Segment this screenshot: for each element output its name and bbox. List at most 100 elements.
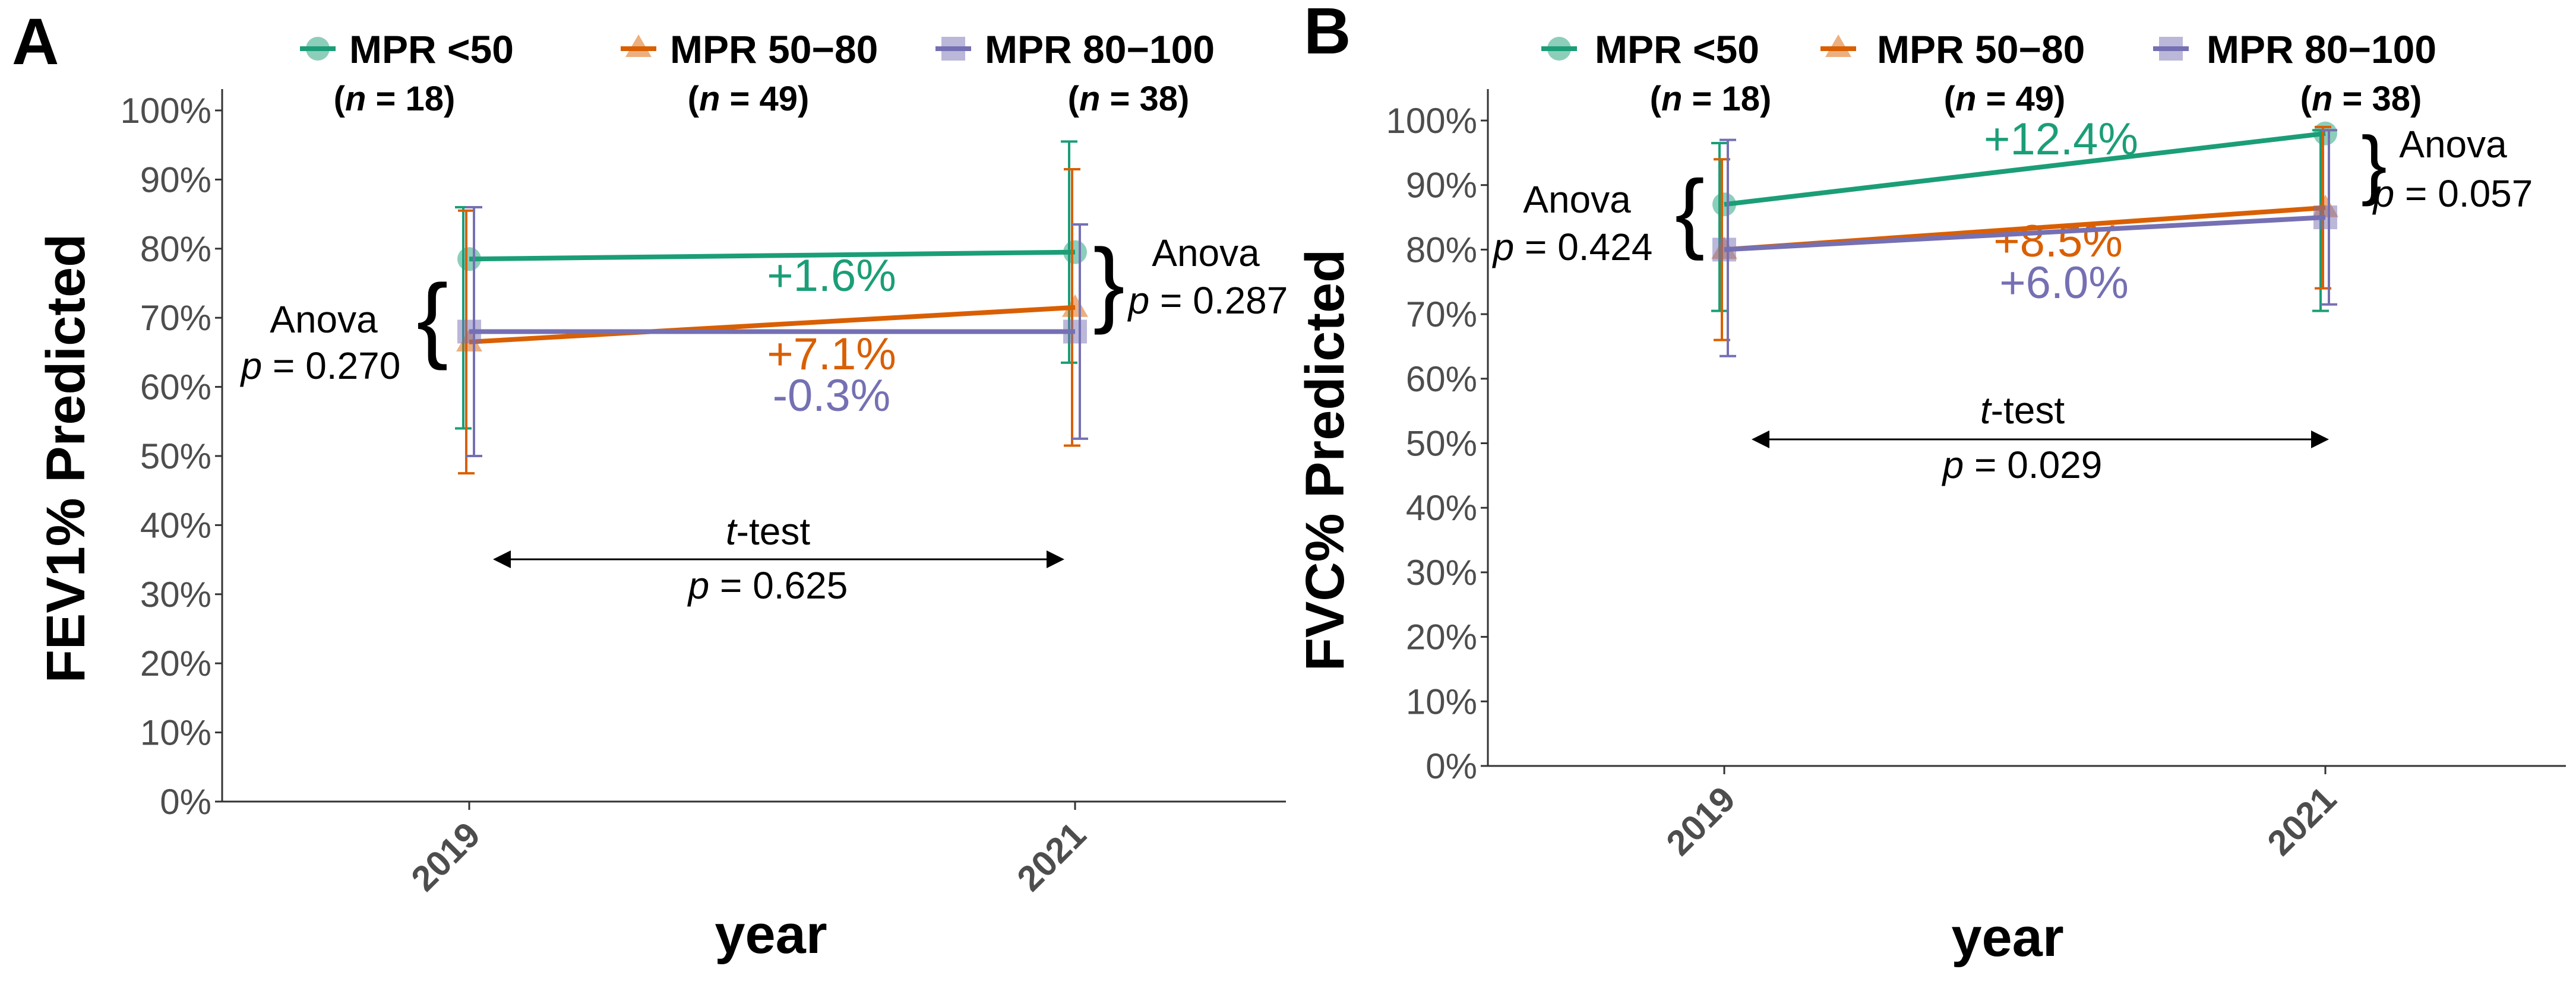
ttest-p-b: p = 0.029 [1942,444,2103,486]
anova-left-label-b: Anova [1523,178,1631,221]
series-line-mpr-50-80-a [469,305,1076,344]
change-label-mpr-lt50-b: +12.4% [1984,114,2138,164]
x-axis-title-b: year [1951,907,2063,968]
legend-item-mpr-80-100-b: MPR 80−100 (n = 38) [2153,27,2436,118]
panel-letter-a: A [12,5,59,78]
change-label-mpr-80-100-a: -0.3% [773,370,891,421]
y-tick-label-a: 80% [140,229,211,269]
x-axis-title-a: year [715,904,827,965]
n-label-mpr-50-80: (n = 49) [688,80,810,118]
legend-a: MPR <50 (n = 18) MPR 50−80 (n = 49) MPR … [300,27,1215,118]
legend-item-mpr-lt50-b: MPR <50 (n = 18) [1541,27,1771,118]
legend-label-mpr-80-100: MPR 80−100 [985,27,1215,71]
y-tick-label-a: 60% [140,368,211,407]
anova-right-p-value-a: 0.287 [1193,279,1288,322]
series-line-mpr-80-100-b [1724,215,2326,252]
y-tick-label-b: 20% [1406,618,1477,657]
legend-item-mpr-50-80: MPR 50−80 (n = 49) [621,27,878,118]
circle-marker-icon [306,37,330,61]
y-tick-label-a: 0% [160,782,211,822]
point-mpr-lt50-2021-a [1063,240,1087,264]
ttest-p-value-a: 0.625 [753,564,848,607]
change-label-mpr-50-80-b: +8.5% [1993,216,2123,267]
circle-marker-icon [1547,37,1571,61]
x-tick-label-a: 2021 [1009,815,1093,899]
n-label-mpr-lt50-b: (n = 18) [1650,80,1772,118]
point-mpr-80-100-2019-a [457,319,481,344]
y-tick-label-b: 60% [1406,359,1477,399]
n-label-mpr-50-80-b: (n = 49) [1944,80,2066,118]
x-tick-label-b: 2019 [1658,779,1743,863]
anova-right-label-a: Anova [1152,232,1260,274]
y-tick-label-b: 80% [1406,230,1477,270]
y-tick-label-a: 10% [140,713,211,753]
y-tick-label-a: 20% [140,644,211,683]
y-tick-label-a: 70% [140,298,211,338]
y-tick-label-a: 90% [140,160,211,200]
ttest-label-b: t-test [1980,389,2065,432]
y-tick-label-b: 30% [1406,553,1477,593]
anova-left-p-value-a: 0.270 [305,344,400,387]
anova-left-label-a: Anova [270,298,378,341]
legend-item-mpr-50-80-b: MPR 50−80 (n = 49) [1820,27,2085,118]
curly-brace-left-b: { [1675,162,1705,261]
legend-label-mpr-80-100-b: MPR 80−100 [2207,27,2436,71]
y-tick-label-b: 100% [1386,101,1477,141]
square-marker-icon [2159,37,2183,61]
point-mpr-80-100-2021-a [1063,319,1087,344]
y-tick-label-a: 50% [140,436,211,476]
point-mpr-80-100-2019-b [1712,238,1736,262]
legend-b: MPR <50 (n = 18) MPR 50−80 (n = 49) MPR … [1541,27,2436,118]
n-label-mpr-80-100: (n = 38) [1068,80,1190,118]
series-line-mpr-lt50-a [469,249,1076,262]
anova-right-p-b: p = 0.057 [2372,172,2533,215]
point-mpr-50-80-2021-a [1062,294,1088,317]
anova-left-p-b: p = 0.424 [1492,226,1653,268]
n-label-mpr-lt50: (n = 18) [334,80,456,118]
curly-brace-right-b: } [2361,120,2387,207]
point-mpr-lt50-2021-b [2313,121,2337,145]
ttest-label-a: t-test [726,510,810,553]
x-tick-label-b: 2021 [2259,779,2344,863]
square-marker-icon [941,37,965,61]
plot-a: 0% 10% 20% 30% 40% 50% 60% 70% 80% 90% 100% 2019 202… [121,89,1286,899]
y-tick-label-a: 40% [140,505,211,545]
point-mpr-80-100-2021-b [2313,205,2337,230]
x-tick-label-a: 2019 [403,815,488,899]
triangle-marker-icon [1825,34,1851,57]
ttest-p-value-b: 0.029 [2007,444,2102,486]
legend-item-mpr-lt50: MPR <50 (n = 18) [300,27,514,118]
anova-right-label-b: Anova [2399,123,2507,166]
n-label-mpr-80-100-b: (n = 38) [2300,80,2422,118]
anova-left-p-a: p = 0.270 [240,344,401,387]
y-tick-label-b: 40% [1406,488,1477,528]
y-tick-label-a: 30% [140,575,211,615]
change-label-mpr-80-100-b: +6.0% [1999,258,2129,308]
y-axis-title-a: FEV1% Predicted [36,234,96,683]
panel-letter-b: B [1304,0,1351,68]
point-mpr-lt50-2019-b [1712,192,1736,217]
panel-a: A MPR <50 (n = 18) MPR 50−80 (n = 49) MP… [12,5,1288,965]
point-mpr-lt50-2019-a [457,247,481,271]
legend-label-mpr-50-80: MPR 50−80 [670,27,878,71]
curly-brace-right-a: } [1093,229,1124,335]
legend-label-mpr-lt50: MPR <50 [349,27,514,71]
change-label-mpr-lt50-a: +1.6% [767,251,896,301]
curly-brace-left-a: { [416,264,448,370]
y-tick-label-b: 90% [1406,166,1477,205]
anova-right-p-a: p = 0.287 [1127,279,1288,322]
plot-b: 0% 10% 20% 30% 40% 50% 60% 70% 80% 90% 100% 2019 202… [1386,89,2566,863]
anova-left-p-value-b: 0.424 [1557,226,1652,268]
legend-label-mpr-50-80-b: MPR 50−80 [1877,27,2085,71]
legend-item-mpr-80-100: MPR 80−100 (n = 38) [935,27,1215,118]
y-axis-title-b: FVC% Predicted [1295,249,1355,672]
triangle-marker-icon [625,34,652,57]
panel-b: B MPR <50 (n = 18) MPR 50−80 (n = 49) MP… [1295,0,2566,968]
legend-label-mpr-lt50-b: MPR <50 [1595,27,1759,71]
y-tick-label-b: 70% [1406,294,1477,334]
anova-right-p-value-b: 0.057 [2438,172,2533,215]
change-label-mpr-50-80-a: +7.1% [767,329,896,379]
y-tick-label-b: 10% [1406,682,1477,721]
